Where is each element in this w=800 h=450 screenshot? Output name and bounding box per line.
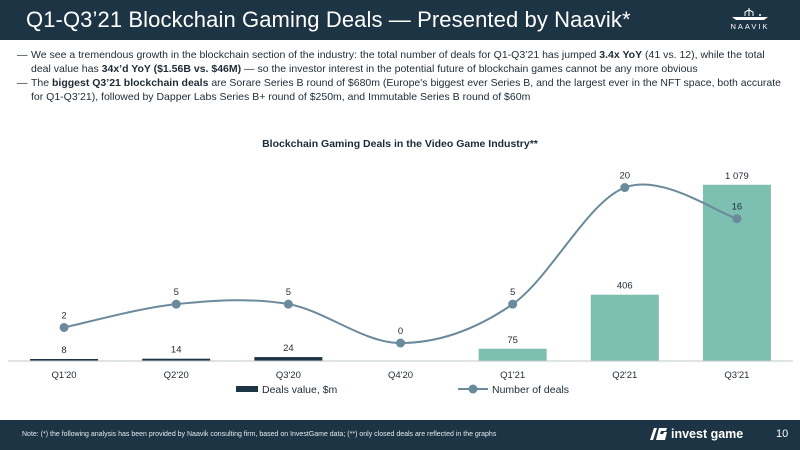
deals-count-label: 20 bbox=[619, 171, 630, 182]
bullet-highlight: biggest Q3’21 blockchain deals bbox=[52, 77, 209, 89]
invest-game-logo: invest game bbox=[648, 426, 743, 444]
deals-count-point bbox=[171, 299, 181, 309]
bullet-list: — We see a tremendous growth in the block… bbox=[17, 49, 782, 105]
naavik-logo-icon bbox=[732, 8, 768, 20]
deals-chart: 2 5 5 0 5 20 16 8 14 24 75 406 1 079 Q1'20 Q2'20 Q3'2… bbox=[8, 171, 793, 396]
bullet-text: are Sorare Series B round of $680m (Euro… bbox=[31, 77, 782, 103]
bullet-text: (41 vs. 12), while the total deal value … bbox=[31, 49, 765, 75]
footnote-label: Note bbox=[22, 431, 37, 438]
slide-title: Q1-Q3’21 Blockchain Gaming Deals — Prese… bbox=[26, 7, 631, 32]
chart-title: Blockchain Gaming Deals in the Video Gam… bbox=[262, 138, 538, 150]
deals-count-label: 5 bbox=[510, 287, 515, 298]
legend-line-label: Number of deals bbox=[492, 384, 569, 396]
brand-text: invest game bbox=[671, 426, 744, 441]
deals-count-point bbox=[396, 338, 405, 348]
bar-Q1'20 bbox=[30, 359, 99, 361]
deals-count-point bbox=[732, 214, 742, 224]
deals-count-label: 16 bbox=[732, 202, 743, 213]
deals-count-point bbox=[620, 183, 630, 193]
invest-game-icon bbox=[650, 427, 667, 440]
deals-count-label: 5 bbox=[174, 287, 179, 298]
legend-line-marker bbox=[468, 384, 478, 394]
bullet-text: We see a tremendous growth in the blockc… bbox=[31, 49, 600, 61]
deals-count-point bbox=[59, 322, 69, 332]
page-number: 10 bbox=[776, 428, 789, 440]
slide-header: Q1-Q3’21 Blockchain Gaming Deals — Prese… bbox=[0, 0, 800, 40]
deals-count-label: 0 bbox=[398, 326, 403, 337]
bar-value-label: 406 bbox=[617, 281, 633, 292]
bullet-highlight: 3.4x YoY bbox=[599, 49, 643, 61]
bar-value-label: 24 bbox=[283, 343, 294, 354]
bullet-item-growth: — We see a tremendous growth in the block… bbox=[17, 49, 782, 76]
bar-Q1'21 bbox=[478, 348, 547, 361]
bar-Q2'20 bbox=[142, 358, 211, 361]
naavik-logo: NAAVIK bbox=[722, 6, 778, 34]
deals-count-label: 5 bbox=[286, 287, 291, 298]
x-tick-label: Q2'20 bbox=[164, 370, 189, 381]
deals-count-point bbox=[283, 299, 293, 309]
bullet-dash: — bbox=[17, 49, 28, 61]
bar-Q3'20 bbox=[254, 357, 323, 361]
bar-value-label: 1 079 bbox=[725, 171, 749, 182]
bullet-text: — so the investor interest in the potent… bbox=[241, 62, 698, 75]
bullet-highlight: 34x’d YoY ($1.56B vs. $46M) bbox=[101, 62, 242, 75]
x-tick-label: Q3'20 bbox=[276, 370, 301, 381]
x-tick-label: Q1'21 bbox=[500, 370, 525, 381]
legend-bar-swatch bbox=[236, 386, 258, 392]
legend-bar-label: Deals value, $m bbox=[262, 384, 338, 396]
bar-value-label: 75 bbox=[507, 335, 518, 346]
x-tick-label: Q3'21 bbox=[724, 370, 749, 381]
x-tick-label: Q4'20 bbox=[388, 370, 413, 381]
bullet-text: The bbox=[31, 77, 53, 89]
footnote-text: : (*) the following analysis has been pr… bbox=[36, 431, 497, 438]
bar-value-label: 14 bbox=[171, 345, 182, 356]
bullet-dash: — bbox=[17, 77, 28, 89]
deals-count-point bbox=[508, 299, 518, 309]
bar-Q2'21 bbox=[590, 294, 659, 361]
naavik-logo-text: NAAVIK bbox=[730, 22, 770, 31]
bar-Q3'21 bbox=[702, 184, 771, 361]
bar-value-label: 8 bbox=[61, 345, 66, 356]
x-tick-label: Q2'21 bbox=[612, 370, 637, 381]
footnote: Note: (*) the following analysis has bee… bbox=[22, 431, 496, 438]
slide-footer: Note: (*) the following analysis has bee… bbox=[0, 420, 800, 450]
bullet-item-biggest-deals: — The biggest Q3’21 blockchain deals are … bbox=[17, 77, 782, 104]
x-tick-label: Q1'20 bbox=[52, 370, 77, 381]
deals-count-label: 2 bbox=[61, 310, 66, 321]
